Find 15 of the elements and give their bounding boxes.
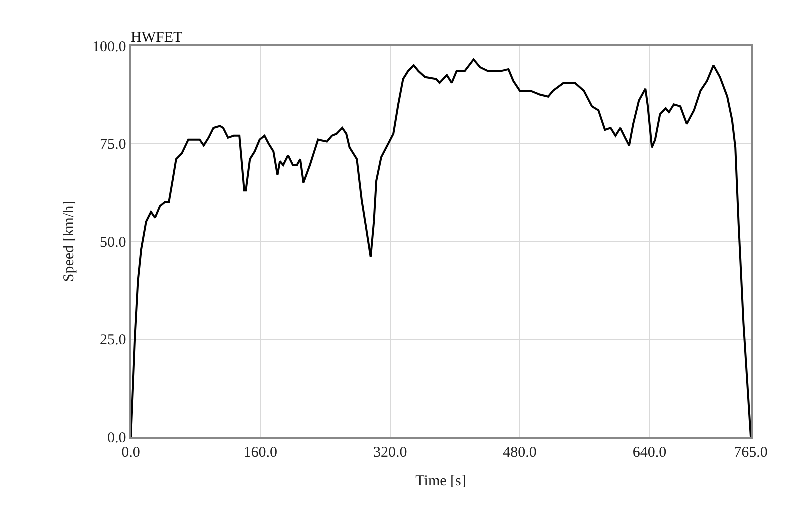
y-tick-label: 75.0 — [100, 137, 126, 153]
y-tick-label: 0.0 — [108, 430, 126, 446]
x-tick-label: 0.0 — [122, 444, 140, 461]
x-tick-label: 765.0 — [734, 444, 768, 461]
y-tick-label: 100.0 — [92, 39, 126, 56]
y-axis-title: Speed [km/h] — [61, 200, 78, 282]
y-tick-label: 50.0 — [100, 234, 126, 251]
line-series — [131, 58, 751, 437]
x-tick-label: 320.0 — [373, 444, 408, 461]
x-tick-label: 640.0 — [632, 444, 667, 461]
x-tick-label: 480.0 — [503, 444, 537, 461]
chart-title: HWFET — [131, 30, 183, 46]
x-tick-label: 160.0 — [244, 444, 278, 461]
y-tick-label: 25.0 — [100, 332, 126, 348]
x-axis-title: Time [s] — [416, 473, 466, 490]
